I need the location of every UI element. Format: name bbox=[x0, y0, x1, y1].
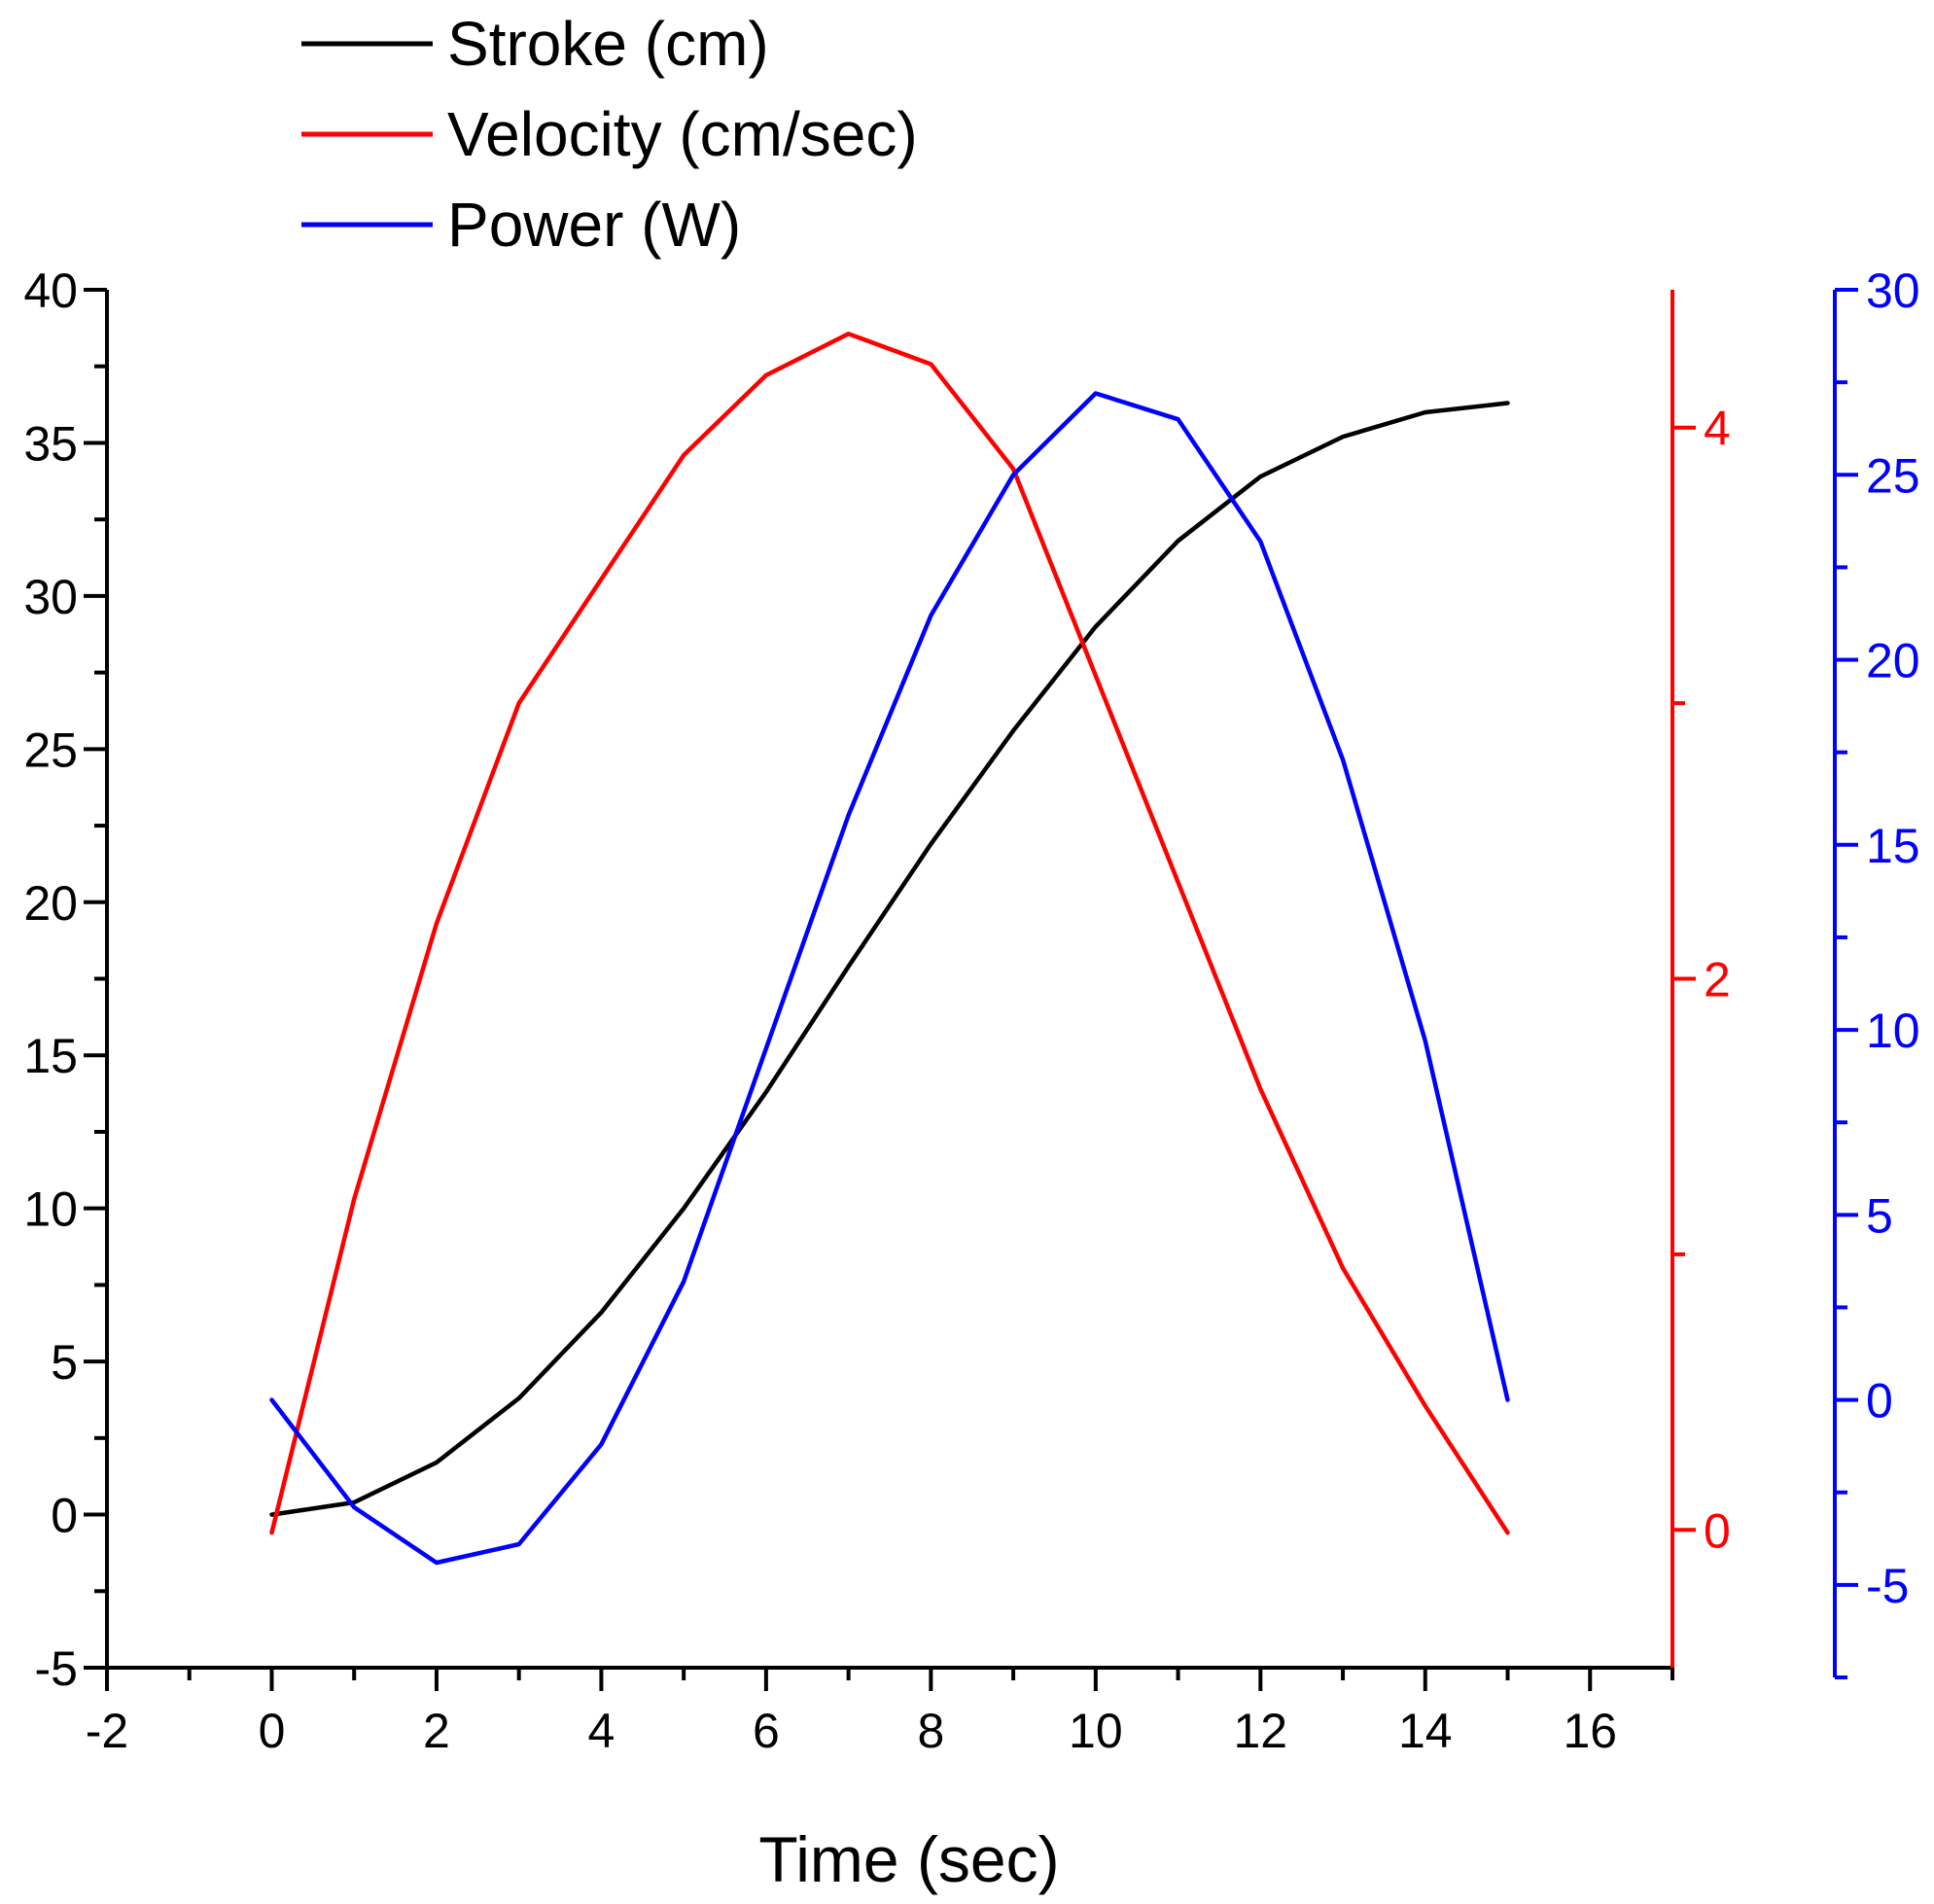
series-line-0 bbox=[269, 401, 1510, 1517]
x-tick-label: 0 bbox=[259, 1704, 286, 1758]
left-tick-label: 5 bbox=[51, 1335, 78, 1390]
power-tick-label: 25 bbox=[1866, 448, 1920, 503]
left-tick-label: 20 bbox=[23, 876, 78, 931]
power-tick-label: 30 bbox=[1866, 264, 1920, 318]
power-tick-label: 15 bbox=[1866, 819, 1920, 873]
x-tick-label: 8 bbox=[917, 1704, 944, 1758]
legend-label-2: Power (W) bbox=[447, 190, 741, 260]
power-tick-label: 20 bbox=[1866, 634, 1920, 688]
left-tick-label: 0 bbox=[51, 1489, 78, 1543]
series-line-1 bbox=[269, 332, 1510, 1535]
velocity-tick-label: 2 bbox=[1704, 953, 1731, 1007]
velocity-tick-label: 0 bbox=[1704, 1503, 1731, 1558]
legend-label-1: Velocity (cm/sec) bbox=[447, 99, 918, 169]
x-tick-label: 14 bbox=[1398, 1704, 1453, 1758]
axes: -2 0 2 4 6 8 10 12 14 16 -5 0 5 10 15 20 25 30 35 40 0 2 4 -5 0 5… bbox=[23, 264, 1919, 1758]
left-tick-label: 30 bbox=[23, 570, 78, 624]
legend-label-0: Stroke (cm) bbox=[447, 9, 769, 79]
x-axis-title: Time (sec) bbox=[758, 1823, 1059, 1895]
x-tick-label: -2 bbox=[86, 1704, 128, 1758]
left-tick-label: 10 bbox=[23, 1182, 78, 1237]
x-tick-label: 6 bbox=[753, 1704, 780, 1758]
x-tick-label: 4 bbox=[588, 1704, 615, 1758]
left-tick-label: 15 bbox=[23, 1029, 78, 1083]
x-tick-label: 2 bbox=[423, 1704, 450, 1758]
left-tick-label: -5 bbox=[35, 1641, 78, 1696]
x-tick-label: 10 bbox=[1069, 1704, 1123, 1758]
left-tick-label: 35 bbox=[23, 416, 78, 471]
series-line-2 bbox=[269, 391, 1510, 1566]
x-tick-label: 16 bbox=[1563, 1704, 1617, 1758]
plot-lines bbox=[269, 332, 1510, 1566]
legend: Stroke (cm) Velocity (cm/sec) Power (W) bbox=[301, 9, 918, 260]
power-tick-label: 0 bbox=[1866, 1374, 1893, 1428]
power-tick-label: 10 bbox=[1866, 1004, 1920, 1058]
left-tick-label: 40 bbox=[23, 264, 78, 318]
left-tick-label: 25 bbox=[23, 723, 78, 777]
power-tick-label: 5 bbox=[1866, 1188, 1893, 1243]
power-tick-label: -5 bbox=[1866, 1559, 1909, 1613]
x-tick-label: 12 bbox=[1234, 1704, 1288, 1758]
velocity-tick-label: 4 bbox=[1704, 402, 1731, 456]
